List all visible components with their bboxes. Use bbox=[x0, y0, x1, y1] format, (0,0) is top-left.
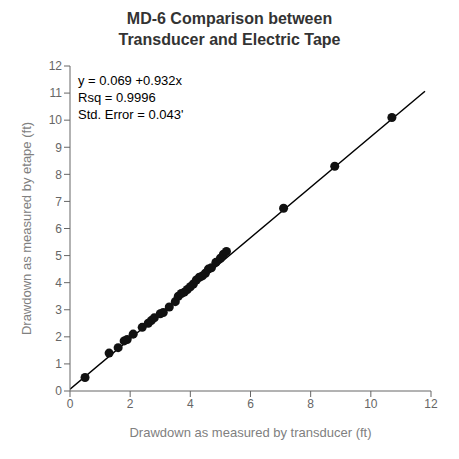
svg-text:0: 0 bbox=[67, 397, 74, 411]
svg-text:10: 10 bbox=[49, 113, 63, 127]
svg-text:6: 6 bbox=[55, 222, 62, 236]
svg-text:1: 1 bbox=[55, 357, 62, 371]
svg-text:12: 12 bbox=[49, 59, 63, 73]
svg-text:12: 12 bbox=[424, 397, 438, 411]
svg-text:4: 4 bbox=[187, 397, 194, 411]
svg-text:4: 4 bbox=[55, 276, 62, 290]
svg-text:9: 9 bbox=[55, 141, 62, 155]
svg-text:2: 2 bbox=[55, 330, 62, 344]
svg-text:8: 8 bbox=[55, 168, 62, 182]
svg-text:6: 6 bbox=[247, 397, 254, 411]
svg-text:3: 3 bbox=[55, 303, 62, 317]
html-text:y = 0.069 +0.932x Rsq = 0.9996: y = 0.069 +0.932x Rsq = 0.9996 Std. Erro… bbox=[78, 73, 184, 122]
svg-text:Drawdown as measured by transd: Drawdown as measured by transducer (ft) bbox=[129, 425, 371, 440]
svg-text:Drawdown as measured by etape: Drawdown as measured by etape (ft) bbox=[19, 122, 34, 335]
svg-text:0: 0 bbox=[55, 384, 62, 398]
svg-text:7: 7 bbox=[55, 195, 62, 209]
svg-text:10: 10 bbox=[364, 397, 378, 411]
svg-text:5: 5 bbox=[55, 249, 62, 263]
html-text:MD-6 Comparison between Transd: MD-6 Comparison between Transducer and E… bbox=[118, 10, 341, 48]
svg-text:2: 2 bbox=[127, 397, 134, 411]
svg-text:8: 8 bbox=[307, 397, 314, 411]
svg-text:11: 11 bbox=[50, 86, 63, 100]
